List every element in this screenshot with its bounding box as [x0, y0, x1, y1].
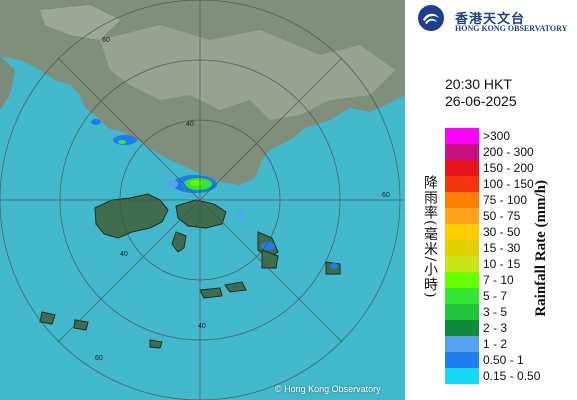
legend-label: 30 - 50	[483, 225, 521, 239]
range-label: 40	[198, 323, 206, 330]
hko-logo-icon	[418, 5, 444, 31]
legend-title-en: Rainfall Rate (mm/h)	[533, 180, 549, 317]
org-name-en: HONG KONG OBSERVATORY	[455, 24, 568, 33]
legend-label: 50 - 75	[483, 209, 521, 223]
south-islet-4	[73, 319, 89, 331]
south-islet-1	[199, 287, 223, 299]
org-name-zh: 香港天文台	[455, 12, 526, 27]
legend-label: >300	[483, 129, 511, 143]
legend-swatch	[445, 192, 479, 208]
legend-label: 7 - 10	[483, 273, 514, 287]
range-label: 60	[95, 355, 103, 362]
legend-swatch	[445, 240, 479, 256]
copyright-notice: © Hong Kong Observatory	[275, 384, 381, 394]
legend-label: 100 - 150	[483, 177, 534, 191]
legend-label: 1 - 2	[483, 337, 508, 351]
lantau-island	[94, 193, 169, 239]
legend-swatch	[445, 336, 479, 352]
legend-swatch	[445, 176, 479, 192]
range-labels: 60 40 60 40 60 40	[95, 37, 390, 362]
range-label: 40	[120, 251, 128, 258]
hk-island	[175, 199, 227, 229]
legend-label: 3 - 5	[483, 305, 508, 319]
range-label: 60	[382, 192, 390, 199]
legend-label: 150 - 200	[483, 161, 534, 175]
observation-time: 20:30 HKT	[445, 76, 512, 92]
legend-label: 75 - 100	[483, 193, 528, 207]
legend-label: 10 - 15	[483, 257, 521, 271]
legend-label: 200 - 300	[483, 145, 534, 159]
south-islet-3	[39, 311, 56, 325]
legend-swatch	[445, 352, 479, 368]
legend-swatch	[445, 288, 479, 304]
legend-label: 0.15 - 0.50	[483, 369, 541, 383]
range-label: 60	[102, 37, 110, 44]
legend-label: 15 - 30	[483, 241, 521, 255]
south-islet-2	[224, 281, 247, 293]
south-islet-5	[149, 339, 163, 349]
legend-swatch	[445, 304, 479, 320]
legend-label: 2 - 3	[483, 321, 508, 335]
observation-date: 26-06-2025	[445, 93, 517, 109]
legend-label: 5 - 7	[483, 289, 508, 303]
mainland-texture-2	[40, 5, 120, 40]
mainland-texture	[100, 25, 395, 120]
legend-label: 0.50 - 1	[483, 353, 524, 367]
lamma-island	[171, 231, 187, 253]
legend-title-zh: 降雨率(毫米/小時)	[422, 175, 438, 299]
range-label: 40	[186, 121, 194, 128]
legend-swatch	[445, 128, 479, 144]
rain-echoes	[91, 119, 338, 269]
info-panel: 香港天文台 HONG KONG OBSERVATORY 20:30 HKT 26…	[405, 0, 577, 400]
radar-map-canvas: 60 40 60 40 60 40	[0, 0, 405, 400]
legend-swatch	[445, 272, 479, 288]
west-coast-land	[0, 56, 15, 110]
radar-map: 60 40 60 40 60 40 © Hong Kong Observator…	[0, 0, 405, 400]
legend-swatch	[445, 224, 479, 240]
legend-swatch	[445, 160, 479, 176]
legend-swatch	[445, 320, 479, 336]
range-rings	[0, 0, 405, 400]
legend-swatch	[445, 368, 479, 384]
legend-swatch	[445, 256, 479, 272]
legend-swatch	[445, 144, 479, 160]
legend-swatch	[445, 208, 479, 224]
